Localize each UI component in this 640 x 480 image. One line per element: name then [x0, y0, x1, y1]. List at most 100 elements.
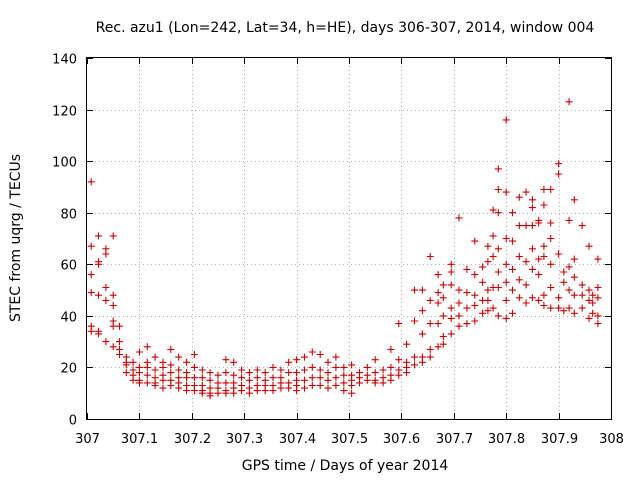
data-point	[540, 291, 548, 299]
y-tick-label: 0	[69, 414, 77, 429]
data-point	[594, 320, 602, 328]
data-point	[439, 333, 447, 340]
data-point	[489, 206, 497, 214]
data-point	[502, 260, 510, 268]
data-point	[594, 294, 602, 302]
data-point	[565, 98, 573, 106]
data-point	[348, 361, 356, 369]
data-point	[143, 363, 151, 371]
data-point	[175, 353, 183, 361]
data-point	[135, 379, 143, 387]
data-point	[570, 273, 578, 281]
data-point	[198, 366, 206, 374]
data-point	[122, 361, 130, 369]
data-point	[528, 222, 536, 230]
data-point	[585, 314, 593, 322]
data-point	[371, 369, 379, 377]
data-point	[293, 369, 301, 377]
data-point	[95, 291, 102, 299]
data-point	[190, 374, 198, 382]
data-point	[570, 291, 578, 299]
x-tick-label: 307.3	[226, 432, 263, 447]
data-point	[348, 389, 356, 397]
data-point	[159, 384, 167, 392]
data-point	[494, 245, 502, 253]
data-point	[109, 232, 117, 240]
data-point	[455, 286, 463, 294]
data-point	[214, 389, 222, 397]
data-point	[555, 250, 563, 258]
data-point	[528, 294, 536, 302]
data-point	[522, 222, 530, 230]
data-point	[489, 232, 497, 240]
data-point	[418, 307, 426, 315]
data-point	[560, 268, 568, 276]
data-point	[109, 343, 117, 351]
data-point	[426, 296, 434, 304]
data-point	[206, 369, 214, 377]
data-point	[447, 304, 455, 312]
data-point	[509, 265, 516, 273]
data-point	[447, 268, 455, 276]
data-point	[479, 278, 487, 286]
data-point	[316, 382, 324, 389]
data-point	[167, 361, 175, 369]
data-point	[570, 196, 578, 204]
data-point	[277, 366, 285, 374]
data-point	[403, 340, 411, 348]
data-point	[484, 307, 492, 315]
data-point	[363, 363, 371, 371]
data-point	[528, 204, 536, 212]
data-point	[589, 291, 597, 299]
data-point	[594, 284, 602, 291]
data-point	[135, 348, 143, 356]
data-point	[151, 353, 159, 361]
data-point	[471, 291, 479, 299]
y-axis-ticks: 0 20 40 60 80 100 120 140	[52, 53, 611, 429]
data-point	[434, 289, 442, 297]
data-point	[471, 317, 479, 325]
x-tick-label: 307.2	[174, 432, 211, 447]
data-point	[151, 382, 159, 389]
x-tick-label: 307.6	[383, 432, 420, 447]
data-point	[324, 369, 332, 377]
data-point	[301, 353, 308, 361]
data-point	[522, 299, 530, 307]
data-point	[479, 309, 487, 317]
data-point	[411, 361, 418, 369]
data-point	[411, 317, 418, 325]
data-point	[515, 193, 523, 201]
data-point	[565, 286, 573, 294]
data-point	[585, 286, 593, 294]
data-point	[455, 312, 463, 320]
data-point	[494, 284, 502, 291]
data-point	[555, 304, 563, 312]
data-point	[489, 304, 497, 312]
data-point	[471, 271, 479, 279]
data-point	[463, 304, 471, 312]
data-point	[418, 358, 426, 366]
data-point	[395, 371, 403, 379]
data-point	[447, 260, 455, 268]
data-point	[560, 278, 568, 286]
data-point	[316, 366, 324, 374]
y-tick-label: 20	[60, 362, 77, 377]
data-point	[230, 358, 238, 366]
x-tick-label: 307.5	[331, 432, 368, 447]
data-point	[455, 322, 463, 330]
data-point	[109, 322, 117, 330]
data-point	[439, 312, 447, 320]
data-point	[426, 253, 434, 260]
data-point	[560, 307, 568, 315]
data-point	[261, 387, 269, 395]
data-point	[535, 271, 543, 279]
y-tick-label: 140	[52, 53, 77, 68]
data-point	[434, 299, 442, 307]
data-point	[269, 363, 277, 371]
data-point	[143, 343, 151, 351]
data-point	[230, 371, 238, 379]
data-point	[129, 358, 137, 366]
data-point	[565, 216, 573, 224]
data-point	[301, 384, 308, 392]
data-point	[535, 219, 543, 227]
